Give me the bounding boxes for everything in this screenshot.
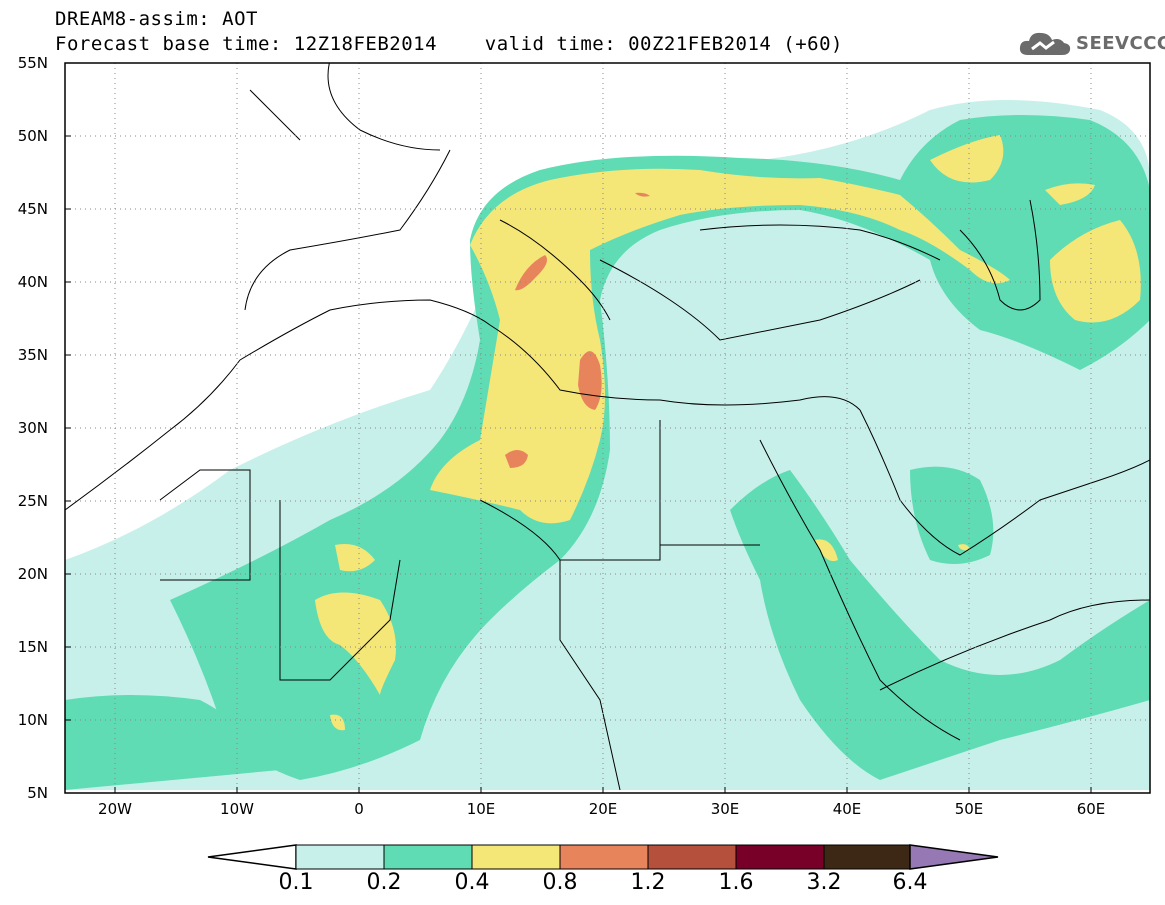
colorbar-label-0-8: 0.8 <box>542 870 578 895</box>
lat-label-40n: 40N <box>17 273 48 291</box>
lat-label-10n: 10N <box>17 711 48 729</box>
lon-label-60e: 60E <box>1076 800 1106 818</box>
logo-text: SEEVCCC <box>1076 32 1165 54</box>
cloud-icon <box>1019 32 1071 55</box>
aot-field <box>65 100 1150 790</box>
lon-label-20e: 20E <box>588 800 618 818</box>
axis-ticks <box>65 62 1092 794</box>
aot-level-0-8 <box>505 192 650 468</box>
lon-label-10w: 10W <box>220 800 254 818</box>
colorbar-label-0-1: 0.1 <box>278 870 314 895</box>
lat-label-25n: 25N <box>17 492 48 510</box>
lon-label-40e: 40E <box>832 800 862 818</box>
colorbar-label-6-4: 6.4 <box>892 870 928 895</box>
lon-label-50e: 50E <box>954 800 984 818</box>
lat-label-5n: 5N <box>27 784 48 802</box>
lat-label-50n: 50N <box>17 127 48 145</box>
colorbar-label-1-2: 1.2 <box>630 870 666 895</box>
colorbar-label-0-4: 0.4 <box>454 870 490 895</box>
lon-label-30e: 30E <box>710 800 740 818</box>
title-line-1: DREAM8-assim: AOT <box>55 8 258 30</box>
lon-label-0: 0 <box>354 800 364 818</box>
gridlines <box>65 63 1150 793</box>
lon-label-10e: 10E <box>466 800 496 818</box>
lat-label-15n: 15N <box>17 638 48 656</box>
lat-label-20n: 20N <box>17 565 48 583</box>
coastlines <box>65 63 1150 791</box>
lat-label-55n: 55N <box>17 54 48 72</box>
lat-label-35n: 35N <box>17 346 48 364</box>
lat-label-30n: 30N <box>17 419 48 437</box>
aot-level-0-4 <box>315 135 1141 731</box>
lon-label-20w: 20W <box>98 800 132 818</box>
colorbar-label-3-2: 3.2 <box>806 870 842 895</box>
colorbar-label-1-6: 1.6 <box>718 870 754 895</box>
lat-label-45n: 45N <box>17 200 48 218</box>
colorbar-label-0-2: 0.2 <box>366 870 402 895</box>
aot-level-0-2 <box>65 115 1150 790</box>
logo: SEEVCCC <box>1018 28 1165 58</box>
title-line-2: Forecast base time: 12Z18FEB2014 valid t… <box>55 33 843 55</box>
